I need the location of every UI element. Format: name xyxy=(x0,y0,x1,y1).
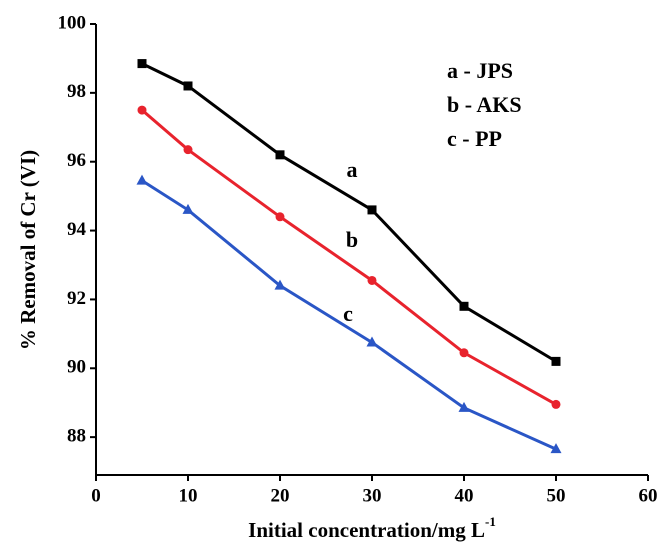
x-tick-label: 50 xyxy=(547,485,566,506)
series-line xyxy=(141,108,557,406)
x-tick-label: 0 xyxy=(91,485,101,506)
marker xyxy=(274,279,286,290)
y-tick-label: 98 xyxy=(67,81,86,102)
x-tick-label: 20 xyxy=(271,485,290,506)
marker xyxy=(367,275,377,285)
series-line xyxy=(141,179,557,451)
marker xyxy=(367,205,377,215)
x-tick-label: 30 xyxy=(363,485,382,506)
marker xyxy=(275,212,285,222)
series-line xyxy=(141,62,557,363)
marker xyxy=(183,81,193,91)
annotation: c xyxy=(343,301,353,326)
x-tick-label: 40 xyxy=(455,485,474,506)
legend-entry: a - JPS xyxy=(447,58,513,83)
marker xyxy=(366,336,378,347)
marker xyxy=(137,59,147,69)
marker xyxy=(182,203,194,214)
marker xyxy=(459,301,469,311)
y-tick-label: 90 xyxy=(67,357,86,378)
x-axis-title-sup: -1 xyxy=(485,514,496,529)
marker xyxy=(550,443,562,454)
x-axis-title: Initial concentration/mg L-1 xyxy=(248,514,496,542)
marker xyxy=(136,174,148,185)
annotation: a xyxy=(347,157,358,182)
marker xyxy=(275,150,285,160)
marker xyxy=(551,399,561,409)
y-tick-label: 92 xyxy=(67,288,86,309)
x-tick-label: 10 xyxy=(179,485,198,506)
x-axis-title-text: Initial concentration/mg L xyxy=(248,518,485,542)
marker xyxy=(458,401,470,412)
x-tick-label: 60 xyxy=(639,485,658,506)
y-tick-label: 94 xyxy=(67,219,87,240)
legend-entry: c - PP xyxy=(447,126,502,151)
marker xyxy=(137,105,147,115)
marker xyxy=(183,145,193,155)
y-axis-title: % Removal of Cr (VI) xyxy=(16,150,40,350)
y-tick-label: 100 xyxy=(58,12,87,33)
annotation: b xyxy=(346,227,358,252)
marker xyxy=(551,356,561,366)
marker xyxy=(459,348,469,358)
legend-entry: b - AKS xyxy=(447,92,522,117)
y-tick-label: 88 xyxy=(67,425,86,446)
y-tick-label: 96 xyxy=(67,150,86,171)
